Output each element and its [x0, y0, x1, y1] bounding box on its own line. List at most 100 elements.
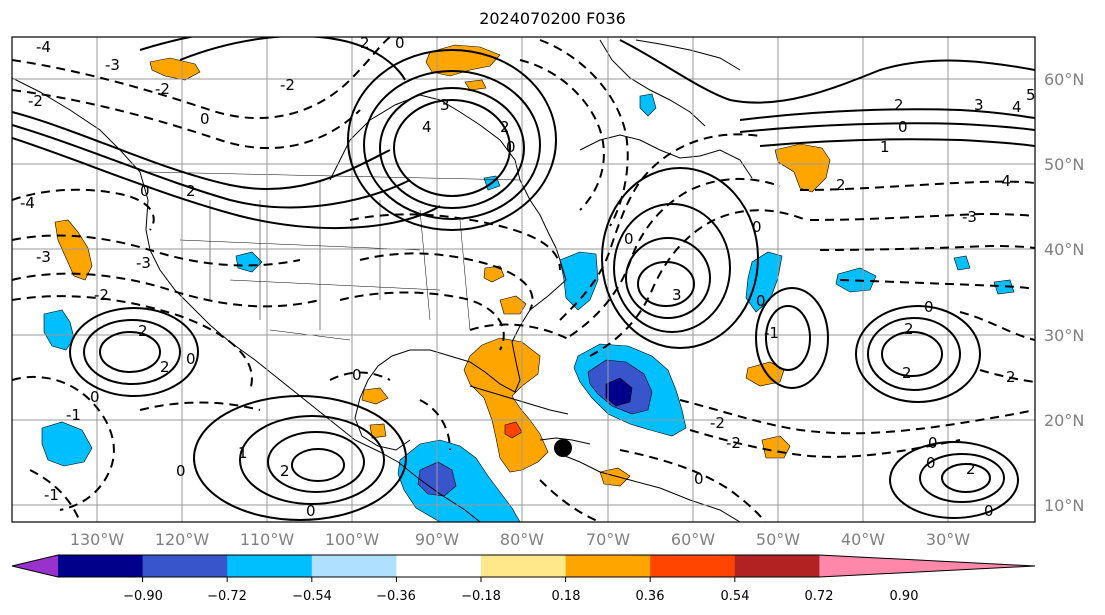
contour-label: -2	[726, 434, 741, 452]
latitude-label: 30°N	[1044, 326, 1084, 345]
contour-label: 4	[1012, 98, 1022, 116]
colorbar-tick-label: −0.72	[207, 589, 247, 604]
colorbar-segment	[481, 555, 567, 577]
contour-label: -3	[36, 248, 51, 266]
contour-label: 0	[752, 218, 762, 236]
contour-label: 0	[984, 502, 994, 520]
colorbar-extension-high	[819, 555, 1035, 577]
grid-lines	[12, 37, 1035, 522]
blue-field-atlantic-center	[745, 251, 783, 313]
contour-label: -1	[44, 486, 59, 504]
blue-field-atlantic-east-2	[953, 255, 971, 271]
contour-label: -3	[962, 208, 977, 226]
contour-label: -2	[94, 286, 109, 304]
contour-label: 0	[898, 118, 908, 136]
contour-label: 0	[756, 292, 766, 310]
contour-label: 0	[928, 434, 938, 452]
latitude-label: 50°N	[1044, 155, 1084, 174]
map-title: 2024070200 F036	[479, 9, 626, 28]
contour-label: -4	[20, 194, 35, 212]
orange-field-atlantic-north	[774, 143, 831, 193]
longitude-label: 80°W	[500, 530, 544, 549]
contour-label: 0	[506, 138, 516, 156]
contour-label: 1	[238, 444, 248, 462]
contour-label: 2	[902, 364, 912, 382]
blue-field-caribbean-core	[605, 377, 633, 407]
contour-label: 2	[836, 176, 846, 194]
contour-label: 2	[966, 460, 976, 478]
negative-contours	[12, 37, 1035, 522]
longitude-label: 110°W	[240, 530, 295, 549]
orange-field-hudson-small	[464, 79, 487, 91]
map-border	[11, 36, 1036, 523]
longitude-label: 120°W	[155, 530, 210, 549]
storm-position-marker	[554, 439, 572, 457]
contour-label: 1	[880, 138, 890, 156]
contour-labels: -4 -2 -3 -2 0 -2 2 0 3 4 2 0 -4 -3 -3 -2…	[20, 34, 1035, 520]
contour-label: -2	[155, 80, 170, 98]
colorbar-tick-label: −0.54	[292, 589, 332, 604]
contour-label: 2	[280, 462, 290, 480]
contour-label: 0	[176, 462, 186, 480]
contour-label: 2	[160, 358, 170, 376]
latitude-labels: 60°N 50°N 40°N 30°N 20°N 10°N	[1044, 70, 1084, 515]
contour-label: 2	[360, 34, 370, 52]
colorbar-segment	[396, 555, 482, 577]
blue-field-labrador	[639, 93, 657, 117]
orange-field-atlantic-mid	[745, 361, 785, 387]
blue-field-atlantic-east-3	[993, 279, 1015, 295]
colorbar-segment	[734, 555, 820, 577]
colorbar	[11, 554, 1036, 582]
contour-label: 0	[90, 388, 100, 406]
contour-label: 0	[140, 182, 150, 200]
contour-label: 3	[440, 96, 450, 114]
contour-label: 2	[1006, 368, 1016, 386]
contour-label: 0	[395, 34, 405, 52]
contour-label: -3	[105, 56, 120, 74]
colorbar-tick-label: −0.18	[461, 589, 501, 604]
contour-label: -2	[280, 76, 295, 94]
contour-label: 2	[138, 322, 148, 340]
contour-label: 2	[500, 118, 510, 136]
contour-label: -2	[710, 414, 725, 432]
blue-field-central-america	[397, 439, 521, 522]
latitude-label: 20°N	[1044, 411, 1084, 430]
colorbar-tick-label: 0.18	[552, 589, 581, 604]
colorbar-extension-low	[12, 555, 58, 577]
longitude-label: 50°W	[756, 530, 800, 549]
colorbar-tick-label: 0.90	[890, 589, 919, 604]
longitude-label: 60°W	[671, 530, 715, 549]
contour-label: 0	[186, 350, 196, 368]
longitude-label: 100°W	[325, 530, 380, 549]
orange-field-carolina	[499, 295, 527, 315]
longitude-label: 40°W	[841, 530, 885, 549]
contour-label: 0	[624, 230, 634, 248]
contour-label: 3	[672, 286, 682, 304]
contour-label: 0	[926, 454, 936, 472]
latitude-label: 10°N	[1044, 496, 1084, 515]
colorbar-tick-label: 0.54	[721, 589, 750, 604]
colorbar-outline	[11, 554, 1036, 578]
contour-label: -2	[28, 92, 43, 110]
contour-label: -1	[66, 406, 81, 424]
longitude-labels: 130°W 120°W 110°W 100°W 90°W 80°W 70°W 6…	[70, 530, 970, 549]
colorbar-tick-label: −0.90	[123, 589, 163, 604]
contour-label: -4	[36, 38, 51, 56]
contour-label: 0	[694, 470, 704, 488]
contour-label: 0	[924, 298, 934, 316]
colorbar-tick-label: 0.72	[805, 589, 834, 604]
contour-label: -4	[996, 172, 1011, 190]
orange-field-nw-canada	[149, 57, 201, 81]
contour-label: -1	[764, 324, 779, 342]
contour-label: 2	[904, 320, 914, 338]
latitude-label: 40°N	[1044, 240, 1084, 259]
colorbar-segment	[58, 555, 144, 577]
red-field-caribbean	[504, 421, 523, 439]
positive-contours	[12, 37, 1035, 521]
blue-field-pacific-2	[41, 421, 93, 467]
blue-field-nova-scotia	[559, 251, 599, 311]
colorbar-segment	[565, 555, 651, 577]
contour-label: 2	[186, 182, 196, 200]
contour-label: 2	[894, 96, 904, 114]
